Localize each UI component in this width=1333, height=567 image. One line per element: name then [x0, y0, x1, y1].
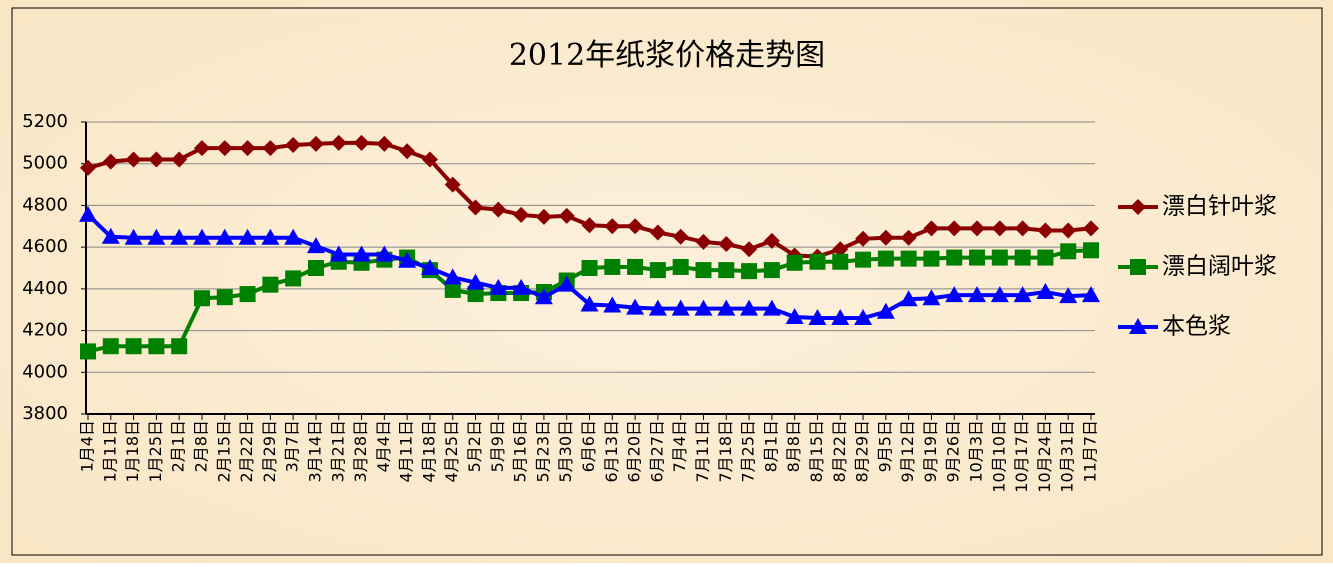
legend-label: 本色浆 — [1162, 314, 1231, 340]
point — [126, 338, 142, 354]
x-tick-label: 4月11日 — [397, 420, 416, 483]
point — [764, 262, 780, 278]
point — [650, 262, 666, 278]
x-tick-label: 9月19日 — [921, 420, 940, 483]
legend-label: 漂白阔叶浆 — [1162, 254, 1277, 280]
x-tick-label: 7月4日 — [670, 420, 689, 472]
point — [582, 260, 598, 276]
x-tick-label: 4月4日 — [374, 420, 393, 472]
y-tick-label: 3800 — [22, 403, 68, 424]
y-tick-label: 4200 — [22, 320, 68, 341]
point — [1083, 242, 1099, 258]
point — [262, 277, 278, 293]
point — [832, 254, 848, 270]
x-tick-label: 7月11日 — [693, 420, 712, 483]
point — [718, 262, 734, 278]
chart: 2012年纸浆价格走势图 3800 4000 4200 4400 4600 4800 500… — [0, 0, 1333, 563]
x-tick-label: 6月6日 — [579, 420, 598, 472]
point — [240, 286, 256, 302]
x-tick-label: 5月9日 — [488, 420, 507, 472]
point — [148, 338, 164, 354]
x-tick-label: 5月23日 — [533, 420, 552, 483]
x-tick-label: 3月21日 — [328, 420, 347, 483]
x-tick-label: 8月22日 — [830, 420, 849, 483]
x-tick-label: 11月7日 — [1081, 420, 1100, 483]
page: {"chart_data": {"type": "line", "title":… — [0, 0, 1333, 563]
legend-marker — [1130, 259, 1146, 275]
point — [217, 289, 233, 305]
x-tick-label: 3月14日 — [305, 420, 324, 483]
x-tick-label: 8月29日 — [853, 420, 872, 483]
x-tick-label: 7月25日 — [739, 420, 758, 483]
point — [1037, 250, 1053, 266]
x-tick-label: 1月25日 — [146, 420, 165, 483]
point — [171, 338, 187, 354]
y-tick-label: 5200 — [22, 111, 68, 132]
point — [901, 251, 917, 267]
x-tick-label: 10月31日 — [1058, 420, 1077, 493]
x-tick-label: 10月24日 — [1035, 420, 1054, 493]
x-tick-label: 3月7日 — [283, 420, 302, 472]
background — [0, 0, 1333, 563]
point — [923, 251, 939, 267]
x-tick-label: 2月22日 — [237, 420, 256, 483]
x-tick-label: 2月29日 — [260, 420, 279, 483]
x-tick-label: 1月11日 — [100, 420, 119, 483]
point — [80, 343, 96, 359]
point — [741, 263, 757, 279]
x-tick-label: 6月13日 — [602, 420, 621, 483]
point — [604, 259, 620, 275]
x-tick-label: 2月15日 — [214, 420, 233, 483]
point — [1015, 250, 1031, 266]
x-tick-label: 8月15日 — [807, 420, 826, 483]
point — [787, 255, 803, 271]
x-tick-label: 9月5日 — [875, 420, 894, 472]
x-tick-label: 5月30日 — [556, 420, 575, 483]
y-tick-label: 4800 — [22, 194, 68, 215]
x-tick-label: 8月8日 — [784, 420, 803, 472]
point — [285, 270, 301, 286]
point — [809, 254, 825, 270]
x-tick-label: 4月18日 — [419, 420, 438, 483]
point — [103, 338, 119, 354]
legend-label: 漂白针叶浆 — [1162, 194, 1277, 220]
x-tick-label: 5月2日 — [465, 420, 484, 472]
point — [946, 250, 962, 266]
x-tick-label: 6月27日 — [647, 420, 666, 483]
point — [627, 259, 643, 275]
point — [992, 250, 1008, 266]
point — [695, 262, 711, 278]
point — [194, 290, 210, 306]
x-tick-label: 5月16日 — [511, 420, 530, 483]
x-tick-label: 3月28日 — [351, 420, 370, 483]
chart-title: 2012年纸浆价格走势图 — [509, 38, 825, 73]
x-tick-label: 4月25日 — [442, 420, 461, 483]
point — [1060, 243, 1076, 259]
point — [878, 251, 894, 267]
x-tick-label: 9月26日 — [944, 420, 963, 483]
x-tick-label: 7月18日 — [716, 420, 735, 483]
x-tick-label: 2月8日 — [191, 420, 210, 472]
x-tick-label: 9月12日 — [898, 420, 917, 483]
x-tick-label: 2月1日 — [169, 420, 188, 472]
x-tick-label: 10月10日 — [989, 420, 1008, 493]
y-tick-label: 4000 — [22, 361, 68, 382]
x-tick-label: 6月20日 — [625, 420, 644, 483]
x-tick-label: 8月1日 — [761, 420, 780, 472]
point — [673, 259, 689, 275]
x-tick-label: 1月4日 — [78, 420, 97, 472]
y-tick-label: 5000 — [22, 153, 68, 174]
point — [308, 260, 324, 276]
x-tick-label: 1月18日 — [123, 420, 142, 483]
point — [969, 250, 985, 266]
point — [855, 252, 871, 268]
y-tick-label: 4600 — [22, 236, 68, 257]
x-tick-label: 10月17日 — [1012, 420, 1031, 493]
y-tick-label: 4400 — [22, 278, 68, 299]
x-tick-label: 10月3日 — [967, 420, 986, 483]
